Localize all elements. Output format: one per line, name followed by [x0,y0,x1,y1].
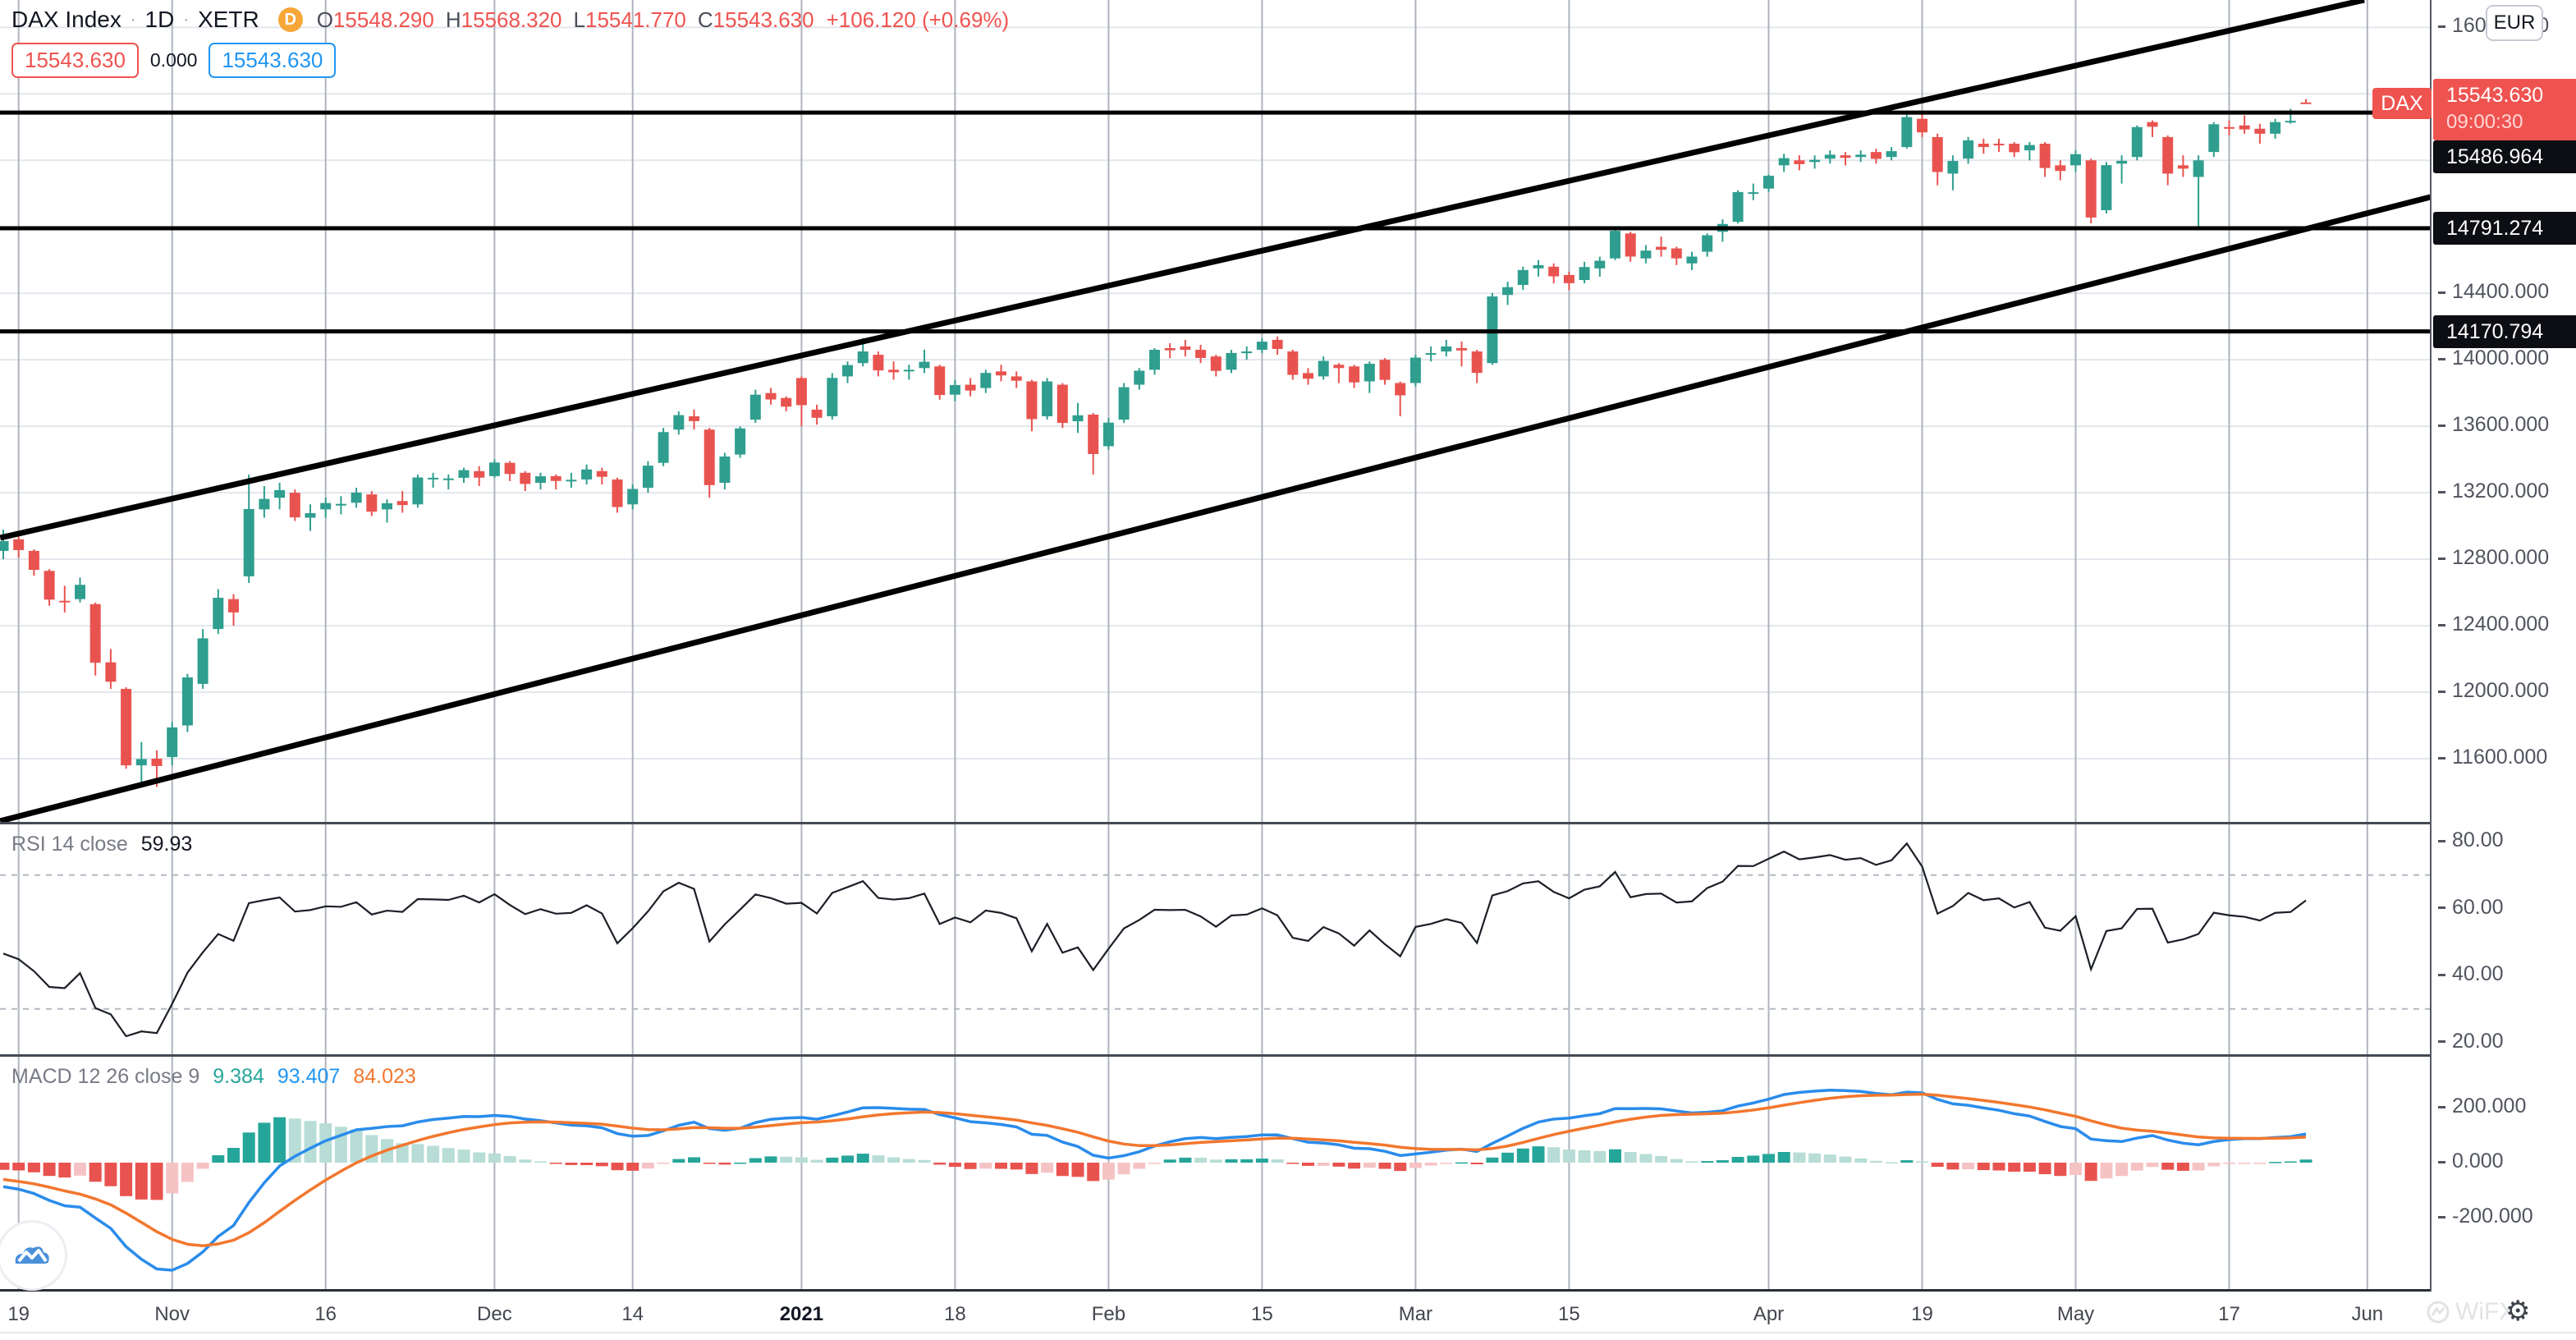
macd-signal-line [2,1092,2307,1247]
pane-separator[interactable] [0,822,2430,824]
last-price-label: 15543.630 09:00:30 [2433,79,2576,140]
level-price-label: 14791.274 [2433,212,2576,245]
rsi-tick-label: 80.00 [2438,828,2504,852]
bottom-hairline [0,1332,2576,1333]
macd-line [2,1088,2307,1272]
rsi-tick-label: 40.00 [2438,962,2504,986]
high-label: H [445,7,461,32]
price-tick-label: 13200.000 [2438,480,2549,503]
close-value: 15543.630 [713,7,814,32]
level-price-label: 14170.794 [2433,314,2576,348]
macd-legend[interactable]: MACD 12 26 close 9 9.384 93.407 84.023 [11,1065,416,1089]
time-tick-label: 15 [1558,1303,1580,1325]
macd-tick-label: 0.000 [2438,1150,2504,1173]
time-tick-label: 14 [621,1303,644,1325]
time-tick-label: 19 [1911,1303,1933,1325]
price-tick-label: 13600.000 [2438,413,2549,437]
watermark-text: WiFX [2455,1298,2516,1325]
macd-tick-label: -200.000 [2438,1205,2533,1228]
time-tick-label: 18 [944,1303,966,1325]
pane-separator[interactable] [0,1054,2430,1057]
open-label: O [316,7,333,32]
spread-value: 0.000 [149,49,198,71]
macd-pane [0,1088,2312,1272]
price-tick-label: 11600.000 [2438,746,2547,769]
close-label: C [697,7,713,32]
gear-icon[interactable]: ⚙ [2505,1296,2531,1327]
interval-label[interactable]: 1D [144,7,175,32]
time-tick-label: 15 [1251,1303,1273,1325]
time-tick-label: 19 [7,1303,30,1325]
separator-dot: · [183,10,189,29]
time-tick-label: May [2056,1303,2095,1325]
ohlc-readout: O15548.290 H15568.320 L15541.770 C15543.… [317,7,814,33]
symbol-header: DAX Index · 1D · XETR D O15548.290 H1556… [11,7,1009,33]
price-axis[interactable]: EUR 16000.00015600.00015200.00014800.000… [2430,0,2576,1292]
currency-button[interactable]: EUR [2486,5,2543,41]
separator-dot: · [130,10,136,29]
time-tick-label: Apr [1753,1303,1785,1325]
time-tick-label: Dec [477,1303,512,1325]
drawn-levels-layer[interactable] [0,0,2430,822]
delayed-data-badge[interactable]: D [277,7,303,32]
price-tick-label: 12800.000 [2438,546,2549,570]
publisher-avatar[interactable] [0,1220,67,1291]
time-tick-label: Feb [1091,1303,1126,1325]
time-tick-label: Jun [2351,1303,2384,1325]
chart-plot-area[interactable] [0,0,2430,1292]
macd-tick-label: 200.000 [2438,1094,2526,1118]
macd-label: MACD 12 26 close 9 [11,1065,200,1088]
time-tick-label: Nov [154,1303,190,1325]
rsi-line [2,842,2307,1038]
logo-mountain-icon [15,1246,49,1264]
last-price-symbol-badge: DAX [2372,88,2432,119]
gridlines [0,0,2430,1289]
rsi-legend[interactable]: RSI 14 close 59.93 [11,833,192,856]
time-tick-label: 17 [2218,1303,2240,1325]
low-label: L [573,7,585,32]
level-price-label: 15486.964 [2433,140,2576,173]
change-value: +106.120 (+0.69%) [826,7,1010,32]
broker-watermark: WiFX [2426,1298,2515,1326]
open-value: 15548.290 [332,7,434,32]
price-tick-label: 14400.000 [2438,280,2549,304]
exchange-label[interactable]: XETR [198,7,259,32]
rsi-label: RSI 14 close [11,833,128,856]
trade-buttons: 15543.630 0.000 15543.630 [11,43,337,78]
symbol-title[interactable]: DAX Index [11,7,121,32]
watermark-logo-icon [2427,1301,2450,1324]
time-axis[interactable]: WiFX ⚙ 19 Nov 16 Dec 14 2021 18 Feb 15 Mar 15 Apr 19… [0,1292,2576,1340]
sell-button[interactable]: 15543.630 [11,43,139,78]
macd-line-value: 93.407 [277,1065,341,1088]
rsi-pane [0,842,2430,1038]
high-value: 15568.320 [461,7,562,32]
rsi-tick-label: 60.00 [2438,896,2504,920]
macd-hist-value: 9.384 [213,1065,264,1088]
rsi-tick-label: 20.00 [2438,1030,2504,1053]
price-tick-label: 12400.000 [2438,613,2549,636]
buy-button[interactable]: 15543.630 [209,43,337,78]
price-tick-label: 14000.000 [2438,346,2549,370]
time-tick-label: 2021 [779,1303,824,1325]
time-tick-label: 16 [314,1303,337,1325]
candles-layer [0,99,2312,787]
price-tick-label: 12000.000 [2438,679,2549,703]
time-axis-separator [0,1289,2430,1292]
macd-signal-value: 84.023 [353,1065,416,1088]
rsi-value: 59.93 [140,833,193,856]
time-tick-label: Mar [1398,1303,1433,1325]
low-value: 15541.770 [584,7,686,32]
